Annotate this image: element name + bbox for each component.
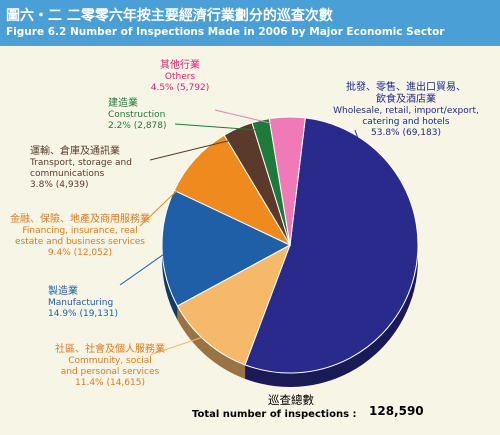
label-community-en-1: Community, social xyxy=(68,356,152,366)
label-construction-en: Construction xyxy=(108,110,166,120)
label-financing-en-2: estate and business services xyxy=(14,237,145,247)
leader-line-manufacturing xyxy=(119,247,173,286)
label-financing: 金融、保險、地產及商用服務業 Financing, insurance, rea… xyxy=(4,214,156,259)
label-wholesale-en-1: Wholesale, retail, import/export, xyxy=(333,106,479,116)
total-label-en: Total number of inspections : xyxy=(192,409,357,420)
chart-title-en: Figure 6.2 Number of Inspections Made in… xyxy=(6,26,445,38)
label-others-en: Others xyxy=(164,72,196,82)
label-manufacturing-en: Manufacturing xyxy=(48,298,114,308)
total-colon: : xyxy=(349,409,357,420)
pie-slice-wholesale-retail xyxy=(244,117,419,374)
label-others-zh: 其他行業 xyxy=(160,60,200,71)
label-financing-value: 9.4% (12,052) xyxy=(47,248,113,258)
leader-line-transport-storage xyxy=(149,137,243,161)
total-label-zh: 巡查總數 xyxy=(268,393,314,407)
label-others-value: 4.5% (5,792) xyxy=(150,83,210,93)
label-manufacturing-zh: 製造業 xyxy=(48,286,78,297)
total-label-en-text: Total number of inspections xyxy=(192,409,350,420)
label-construction-zh: 建造業 xyxy=(108,98,138,109)
label-wholesale-zh-2: 飲食及酒店業 xyxy=(376,94,436,105)
label-financing-zh: 金融、保險、地產及商用服務業 xyxy=(10,214,150,225)
label-community-en-2: and personal services xyxy=(60,367,160,377)
label-wholesale: 批發、零售、進出口貿易、 飲食及酒店業 Wholesale, retail, i… xyxy=(320,82,492,139)
title-banner: 圖六・二 二零零六年按主要經濟行業劃分的巡查次數 Figure 6.2 Numb… xyxy=(0,0,500,46)
leader-line-community-social xyxy=(149,333,213,356)
leader-lines xyxy=(119,109,405,356)
pie-side-community-social xyxy=(177,305,246,379)
pie-slices xyxy=(161,116,419,387)
label-construction: 建造業 Construction 2.2% (2,878) xyxy=(108,98,208,132)
total-value: 128,590 xyxy=(369,404,424,418)
label-community: 社區、社會及個人服務業 Community, social and person… xyxy=(30,344,190,389)
leader-line-financing-insurance xyxy=(139,165,204,227)
label-manufacturing-value: 14.9% (19,131) xyxy=(48,309,118,319)
pie-slice-others xyxy=(268,116,306,246)
label-wholesale-en-2: catering and hotels xyxy=(362,117,450,127)
label-wholesale-value: 53.8% (69,183) xyxy=(371,128,441,138)
leader-line-others xyxy=(214,109,288,128)
label-financing-en-1: Financing, insurance, real xyxy=(22,226,138,236)
label-transport-zh: 運輸、倉庫及通訊業 xyxy=(30,146,120,157)
label-construction-value: 2.2% (2,878) xyxy=(108,121,167,131)
label-others: 其他行業 Others 4.5% (5,792) xyxy=(130,60,230,94)
label-transport-en-2: communications xyxy=(30,169,105,179)
leader-line-wholesale-retail xyxy=(354,129,405,274)
pie-slice-community-social xyxy=(176,243,291,366)
pie-side-manufacturing xyxy=(162,245,178,320)
pie-slice-financing-insurance xyxy=(173,134,292,247)
chart-title-zh: 圖六・二 二零零六年按主要經濟行業劃分的巡查次數 xyxy=(6,8,333,24)
label-transport-value: 3.8% (4,939) xyxy=(30,180,89,190)
label-manufacturing: 製造業 Manufacturing 14.9% (19,131) xyxy=(48,286,158,320)
label-wholesale-zh-1: 批發、零售、進出口貿易、 xyxy=(346,82,466,93)
leader-line-construction xyxy=(174,123,263,131)
label-transport: 運輸、倉庫及通訊業 Transport, storage and communi… xyxy=(30,146,170,191)
label-transport-en-1: Transport, storage and xyxy=(30,158,132,168)
label-community-value: 11.4% (14,615) xyxy=(75,378,145,388)
pie-slice-manufacturing xyxy=(161,189,292,307)
label-community-zh: 社區、社會及個人服務業 xyxy=(55,344,165,355)
pie-side-wholesale-retail xyxy=(245,245,418,387)
